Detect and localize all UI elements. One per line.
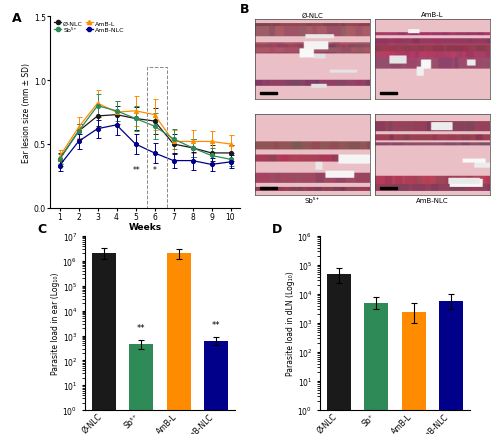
Bar (439, 301, 463, 434)
X-axis label: Weeks: Weeks (128, 223, 162, 232)
Bar (380, 188, 398, 190)
Text: C: C (37, 223, 46, 236)
Bar (380, 92, 398, 94)
Bar (147, 68, 167, 208)
Bar (402, 312, 426, 434)
Bar (92, 254, 116, 434)
Title: Ø-NLC: Ø-NLC (302, 13, 324, 19)
Bar (327, 274, 351, 434)
Bar (166, 254, 191, 434)
Bar (364, 303, 388, 434)
Bar (129, 344, 154, 434)
Bar (204, 341, 228, 434)
Text: **: ** (137, 323, 145, 332)
Y-axis label: Ear lesion size (mm ± SD): Ear lesion size (mm ± SD) (22, 63, 31, 163)
Text: B: B (240, 3, 250, 16)
Title: AmB-L: AmB-L (421, 13, 444, 19)
Text: **: ** (132, 166, 140, 174)
X-axis label: AmB-NLC: AmB-NLC (416, 197, 449, 204)
X-axis label: Sb⁵⁺: Sb⁵⁺ (305, 197, 320, 204)
Text: A: A (12, 12, 22, 25)
Text: D: D (272, 223, 282, 236)
Legend: Ø-NLC, Sb⁵⁺, AmB-L, AmB-NLC: Ø-NLC, Sb⁵⁺, AmB-L, AmB-NLC (53, 20, 125, 34)
Y-axis label: Parasite load in dLN (Log₁₀): Parasite load in dLN (Log₁₀) (286, 271, 294, 375)
Bar (260, 188, 278, 190)
Text: **: ** (212, 320, 220, 329)
Y-axis label: Parasite load in ear (Log₁₀): Parasite load in ear (Log₁₀) (50, 272, 59, 375)
Text: *: * (152, 166, 156, 174)
Bar (260, 92, 278, 94)
